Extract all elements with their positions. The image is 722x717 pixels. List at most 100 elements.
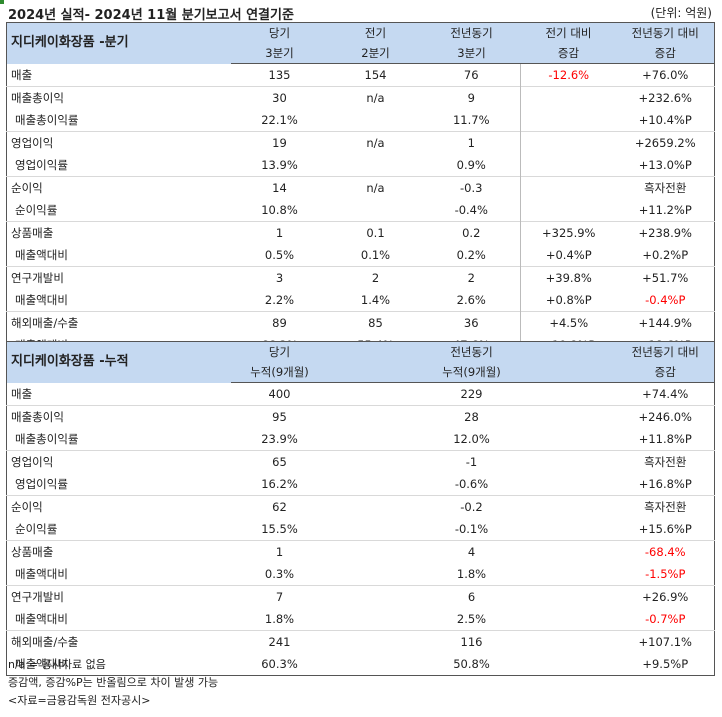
quarterly-col-yoy-sub: 증감 — [616, 43, 715, 64]
value-cell: +2659.2% — [616, 131, 715, 154]
footnote-source: <자료=금융감독원 전자공시> — [8, 694, 151, 707]
table-row: 상품매출 1 0.1 0.2 +325.9% +238.9% — [6, 221, 715, 244]
value-cell: -0.3 — [422, 176, 521, 199]
value-cell — [520, 154, 617, 177]
table-row: 매출총이익률 22.1% 11.7% +10.4%P — [7, 109, 715, 132]
cumulative-col-current: 당기 — [230, 341, 329, 362]
empty-cell — [329, 518, 423, 541]
value-cell: +4.5% — [520, 311, 617, 334]
value-cell: 241 — [230, 630, 329, 653]
value-cell — [520, 131, 617, 154]
value-cell: -1.5%P — [645, 567, 686, 581]
quarterly-table-body: 매출 135 154 76 -12.6% +76.0% 매출총이익 30 n/a 9 +232.6%… — [6, 63, 715, 357]
quarterly-col-current: 당기 — [230, 22, 329, 43]
value-cell: 50.8% — [453, 657, 490, 671]
value-cell: 2.6% — [456, 293, 486, 307]
value-cell: +39.8% — [520, 266, 617, 289]
table-row: 매출액대비 1.8% 2.5% -0.7%P — [7, 608, 715, 631]
table-row: 연구개발비 7 6 +26.9% — [6, 585, 715, 608]
value-cell: +10.4%P — [638, 113, 692, 127]
quarterly-col-prior-year: 전년동기 — [422, 22, 521, 43]
empty-cell — [328, 630, 423, 653]
value-cell: 60.3% — [261, 657, 298, 671]
value-cell: 0.9% — [456, 158, 486, 172]
row-label: 순이익 — [6, 495, 231, 518]
table-row: 해외매출/수출 89 85 36 +4.5% +144.9% — [6, 311, 715, 334]
value-cell: 7 — [230, 585, 329, 608]
row-label: 매출액대비 — [15, 248, 68, 262]
value-cell: 65 — [230, 450, 329, 473]
empty-cell — [521, 563, 617, 586]
value-cell: 95 — [230, 405, 329, 428]
value-cell: +51.7% — [616, 266, 715, 289]
cumulative-table: 지디케이화장품 -누적 당기 전년동기 전년동기 대비 누적(9개월) 누적(9… — [6, 341, 715, 676]
value-cell: +107.1% — [616, 630, 715, 653]
row-label: 상품매출 — [6, 540, 231, 563]
table-row: 순이익 62 -0.2 흑자전환 — [6, 495, 715, 518]
value-cell: 흑자전환 — [616, 495, 715, 518]
table-row: 매출액대비 0.3% 1.8% -1.5%P — [7, 563, 715, 586]
empty-cell — [521, 518, 617, 541]
row-label: 상품매출 — [6, 221, 231, 244]
empty-cell — [329, 608, 423, 631]
value-cell: 1.8% — [456, 567, 487, 581]
value-cell: 0.1% — [360, 248, 391, 262]
value-cell: 154 — [364, 68, 387, 82]
empty-cell — [520, 495, 617, 518]
table-row: 순이익률 15.5% -0.1% +15.6%P — [7, 518, 715, 541]
row-label: 영업이익률 — [15, 158, 68, 172]
value-cell: 0.2% — [456, 248, 486, 262]
cumulative-col-yoy: 전년동기 대비 — [616, 341, 715, 362]
value-cell: 11.7% — [452, 113, 490, 127]
value-cell — [520, 199, 617, 222]
value-cell: -0.2 — [422, 495, 521, 518]
table-row: 영업이익률 16.2% -0.6% +16.8%P — [7, 473, 715, 496]
table-row: 연구개발비 3 2 2 +39.8% +51.7% — [6, 266, 715, 289]
value-cell: 400 — [268, 387, 291, 401]
empty-cell — [328, 585, 423, 608]
row-label: 매출 — [11, 386, 33, 401]
empty-cell — [521, 653, 617, 676]
row-label: 매출총이익 — [6, 405, 231, 428]
table-row: 매출총이익 95 28 +246.0% — [6, 405, 715, 428]
value-cell: +74.4% — [642, 387, 689, 401]
table-row: 순이익률 10.8% -0.4% +11.2%P — [7, 199, 715, 222]
row-label: 매출액대비 — [15, 567, 68, 581]
value-cell: 36 — [422, 311, 521, 334]
value-cell — [520, 86, 617, 109]
value-cell: +0.4%P — [520, 244, 617, 267]
value-cell: 15.5% — [261, 522, 298, 536]
empty-cell — [329, 473, 423, 496]
value-cell: -0.6% — [454, 477, 489, 491]
table-row: 매출 135 154 76 -12.6% +76.0% — [7, 63, 715, 87]
quarterly-col-current-sub: 3분기 — [230, 43, 329, 64]
value-cell: -0.7%P — [645, 612, 686, 626]
table-row: 매출액대비 0.5% 0.1% 0.2% +0.4%P +0.2%P — [7, 244, 715, 267]
value-cell: 23.9% — [261, 432, 298, 446]
value-cell: 76 — [463, 68, 479, 82]
value-cell: 229 — [460, 387, 483, 401]
empty-cell — [521, 428, 617, 451]
row-label: 순이익률 — [15, 522, 58, 536]
value-cell: 1 — [230, 221, 329, 244]
value-cell: +76.0% — [642, 68, 689, 82]
table-row: 매출액대비 60.3% 50.8% +9.5%P — [7, 653, 715, 676]
value-cell: 116 — [422, 630, 521, 653]
row-label: 매출총이익률 — [15, 113, 79, 127]
footnote-rounding: 증감액, 증감%P는 반올림으로 차이 발생 가능 — [8, 676, 219, 689]
value-cell — [520, 109, 617, 132]
value-cell: +15.6%P — [638, 522, 692, 536]
table-row: 매출총이익률 23.9% 12.0% +11.8%P — [7, 428, 715, 451]
value-cell: 85 — [328, 311, 423, 334]
value-cell: 10.8% — [261, 203, 298, 217]
empty-cell — [520, 405, 617, 428]
quarterly-col-prior-year-sub: 3분기 — [422, 43, 521, 64]
value-cell: 흑자전환 — [616, 450, 715, 473]
value-cell: 28 — [422, 405, 521, 428]
row-label: 연구개발비 — [6, 266, 231, 289]
quarterly-col-previous-sub: 2분기 — [328, 43, 423, 64]
table-row: 매출액대비 2.2% 1.4% 2.6% +0.8%P -0.4%P — [7, 289, 715, 312]
unit-label: (단위: 억원) — [650, 6, 712, 20]
value-cell: +0.8%P — [520, 289, 617, 312]
cumulative-col-current-sub: 누적(9개월) — [230, 362, 329, 383]
